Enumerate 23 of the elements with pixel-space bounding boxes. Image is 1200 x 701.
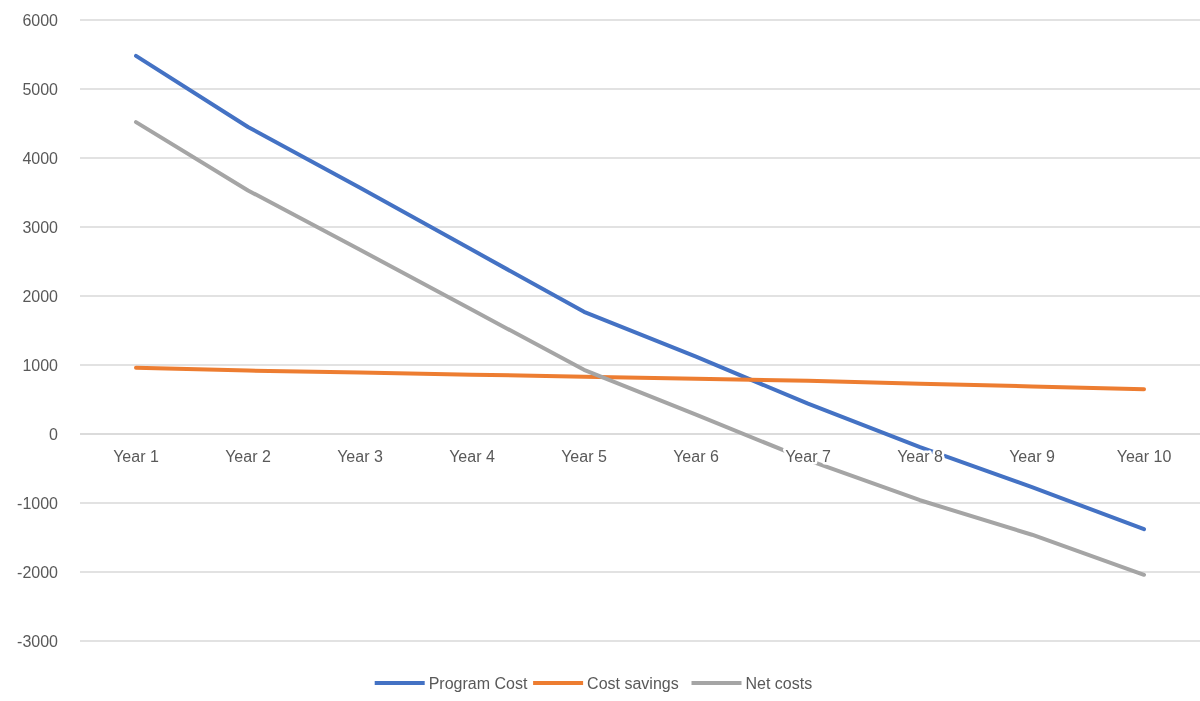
y-tick-label: 4000 [22, 149, 59, 167]
y-tick-label: 1000 [22, 356, 59, 374]
line-series [134, 365, 1146, 392]
x-tick-label: Year 6 [673, 448, 719, 465]
y-tick-label: -1000 [17, 494, 59, 512]
x-tick-label: Year 5 [561, 448, 607, 465]
x-tick-label: Year 7 [785, 448, 831, 465]
x-tick-label: Year 10 [1116, 448, 1172, 465]
y-tick-label: 5000 [22, 80, 59, 98]
y-tick-label: -3000 [17, 632, 59, 650]
x-tick-label: Year 9 [1009, 448, 1055, 465]
x-tick-label: Year 3 [337, 448, 383, 465]
y-tick-label: 3000 [22, 218, 59, 236]
y-tick-label: 0 [49, 425, 59, 443]
legend-label: Program Cost [428, 674, 528, 692]
y-tick-label: 2000 [22, 287, 59, 305]
legend-label: Net costs [745, 674, 813, 692]
x-tick-label: Year 4 [449, 448, 495, 465]
y-tick-label: -2000 [17, 563, 59, 581]
legend-label: Cost savings [587, 674, 679, 692]
x-tick-label: Year 2 [225, 448, 271, 465]
x-tick-label: Year 1 [113, 448, 159, 465]
y-tick-label: 6000 [22, 11, 59, 29]
